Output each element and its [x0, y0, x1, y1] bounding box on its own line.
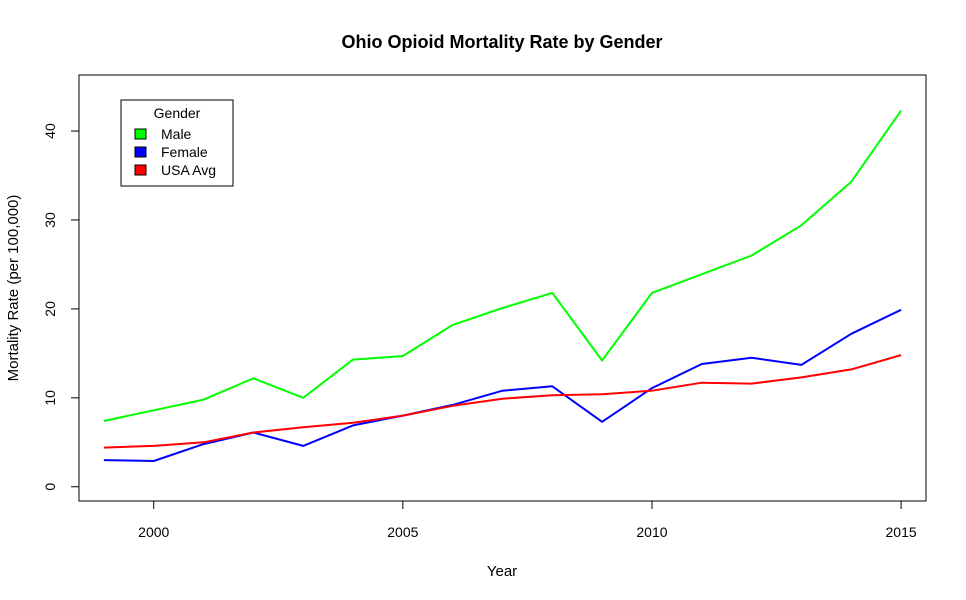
legend-swatch — [134, 164, 147, 176]
y-tick-label: 0 — [42, 483, 58, 491]
legend-swatch — [134, 146, 147, 158]
chart-title: Ohio Opioid Mortality Rate by Gender — [341, 32, 662, 52]
x-axis-label: Year — [487, 563, 517, 580]
legend-label: Female — [161, 144, 208, 160]
y-axis: 0 10 20 30 40 — [42, 123, 80, 491]
series-line-usa-avg — [103, 354, 902, 449]
legend-swatch — [134, 128, 147, 140]
x-tick-label: 2015 — [886, 524, 917, 540]
legend: Gender Male Female USA Avg — [120, 99, 234, 187]
x-tick-label: 2010 — [636, 524, 667, 540]
legend-label: Male — [161, 126, 192, 142]
series-layer — [103, 110, 902, 462]
legend-title: Gender — [154, 105, 201, 121]
x-tick-label: 2000 — [138, 524, 169, 540]
y-tick-label: 30 — [42, 212, 58, 228]
series-line-male — [103, 110, 902, 422]
y-tick-label: 10 — [42, 390, 58, 406]
legend-label: USA Avg — [161, 162, 216, 178]
x-axis: 2000 2005 2010 2015 — [138, 500, 917, 540]
y-axis-label: Mortality Rate (per 100,000) — [5, 195, 22, 382]
y-tick-label: 40 — [42, 123, 58, 139]
x-tick-label: 2005 — [387, 524, 418, 540]
y-tick-label: 20 — [42, 301, 58, 317]
